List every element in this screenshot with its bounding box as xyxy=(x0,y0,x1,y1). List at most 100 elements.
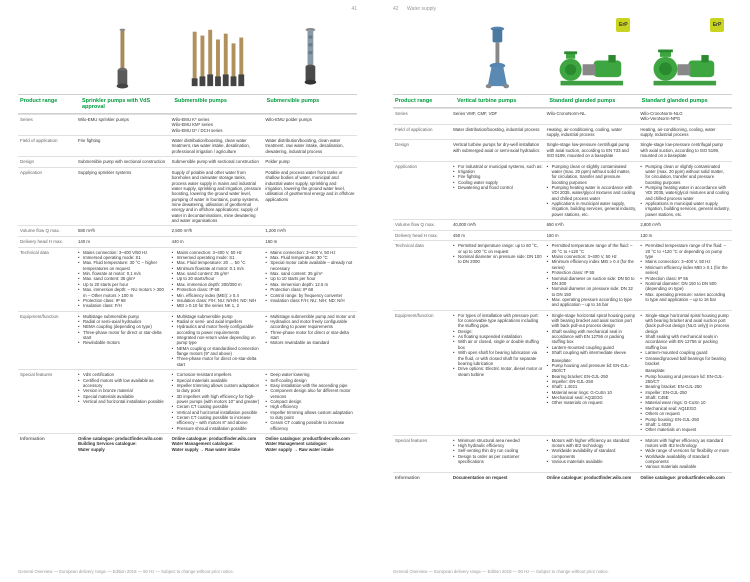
row-label: Technical data xyxy=(393,241,451,310)
row-label: Delivery head H max. xyxy=(18,237,76,248)
data-cell: 140 m xyxy=(76,237,170,248)
data-cell: Wilo-EMU sprinkler pumps xyxy=(76,115,170,136)
spread: 41 Product range Sprinkler pumps with Vd… xyxy=(0,0,750,582)
page-number-left: 41 xyxy=(351,6,357,12)
row-label: Volume flow Q max. xyxy=(18,226,76,237)
header-product-range: Product range xyxy=(18,95,80,113)
data-cell: Vertical turbine pumps for dry-well inst… xyxy=(451,140,545,161)
data-cell: Pumping clean or slightly contaminated w… xyxy=(638,161,732,220)
data-cell: Single-stage low-pressure centrifugal pu… xyxy=(638,140,732,161)
data-cell: Wilo-EMU K* seriesWilo-EMU KM* seriesWil… xyxy=(170,115,264,136)
data-table-right: SeriesSeries VMF, CMF, VDFWilo-CronoNorm… xyxy=(393,108,732,482)
row-label: Series xyxy=(393,109,451,125)
data-cell: For types of installation with pressure … xyxy=(451,310,545,435)
data-cell: Heating, air-conditioning, cooling, wate… xyxy=(545,124,639,140)
column-header-row-right: Product range Vertical turbine pumps Sta… xyxy=(393,94,732,108)
data-table-left: SeriesWilo-EMU sprinkler pumpsWilo-EMU K… xyxy=(18,114,357,454)
product-image-3 xyxy=(263,18,357,90)
page-left: 41 Product range Sprinkler pumps with Vd… xyxy=(0,0,375,582)
col-head-1: Sprinkler pumps with VdS approval xyxy=(80,95,172,113)
row-label: Special features xyxy=(393,435,451,472)
column-header-row-left: Product range Sprinkler pumps with VdS a… xyxy=(18,94,357,114)
row-label: Application xyxy=(18,167,76,226)
data-cell: Online catalogue: productfinder.wilo.com… xyxy=(263,434,357,455)
data-cell: Motors with higher efficiency as standar… xyxy=(545,435,639,472)
row-label: Field of application xyxy=(393,124,451,140)
data-cell: 2,500 m³/h xyxy=(170,226,264,237)
data-cell: Online catalogue: productfinder.wilo.com… xyxy=(170,434,264,455)
erp-badge: ErP xyxy=(710,18,724,32)
data-cell: Water distribution/boosting, industrial … xyxy=(451,124,545,140)
product-image-2 xyxy=(170,18,264,90)
row-label: Series xyxy=(18,115,76,136)
product-images-left xyxy=(18,18,357,90)
product-image-6: ErP xyxy=(638,18,732,90)
data-cell: Wilo-EMU polder pumps xyxy=(263,115,357,136)
data-cell: Deep water loweringSelf-cooling designEa… xyxy=(263,370,357,434)
col-head-r3: Standard glanded pumps xyxy=(640,95,732,107)
data-cell: Polder pump xyxy=(263,157,357,168)
data-cell: Permitted temperature range of the fluid… xyxy=(638,241,732,310)
col-head-2: Submersible pumps xyxy=(172,95,264,113)
data-cell: Potable and process water from tanks or … xyxy=(263,167,357,226)
data-cell: 160 m xyxy=(263,237,357,248)
data-cell: Multistage submersible pump and motor un… xyxy=(263,311,357,370)
row-label: Technical data xyxy=(18,247,76,311)
data-cell: Water distribution/boosting, clean water… xyxy=(170,136,264,157)
data-cell: 1,200 m³/h xyxy=(263,226,357,237)
row-label: Equipment/function xyxy=(18,311,76,370)
row-label: Field of application xyxy=(18,136,76,157)
data-cell: Online catalogue: productfinder.wilo.com xyxy=(545,472,639,482)
col-head-r1: Vertical turbine pumps xyxy=(455,95,547,107)
data-cell: Submersible pump with sectional construc… xyxy=(76,157,170,168)
data-cell: Single-stage horizontal spiral housing p… xyxy=(545,310,639,435)
data-cell: Permitted temperature range: up to 60 °C… xyxy=(451,241,545,310)
row-label: Information xyxy=(18,434,76,455)
data-cell: 650 m³/h xyxy=(545,220,639,231)
page-right: 42 Water supply ErP ErP Product range Ve… xyxy=(375,0,750,582)
data-cell: Wilo-CronoNorm-NL xyxy=(545,109,639,125)
data-cell: Online catalogue: productfinder.wilo.com xyxy=(638,472,732,482)
data-cell: Permitted temperature range of the fluid… xyxy=(545,241,639,310)
data-cell: Online catalogue: productfinder.wilo.com… xyxy=(76,434,170,455)
data-cell: Series VMF, CMF, VDF xyxy=(451,109,545,125)
data-cell: Fire fighting xyxy=(76,136,170,157)
product-image-1 xyxy=(76,18,170,90)
data-cell: 440 m xyxy=(170,237,264,248)
col-head-r2: Standard glanded pumps xyxy=(547,95,639,107)
data-cell: 450 m xyxy=(451,230,545,241)
row-label: Information xyxy=(393,472,451,482)
data-cell: Single-stage horizontal spiral housing p… xyxy=(638,310,732,435)
header-product-range-r: Product range xyxy=(393,95,455,107)
footer-right: General Overview — European delivery ran… xyxy=(393,569,732,574)
data-cell: Multistage submersible pumpRadial or sem… xyxy=(170,311,264,370)
product-images-right: ErP ErP xyxy=(393,18,732,90)
row-label: Delivery head H max. xyxy=(393,230,451,241)
data-cell: Minimum structural area neededHigh hydra… xyxy=(451,435,545,472)
erp-badge: ErP xyxy=(616,18,630,32)
data-cell: 580 m³/h xyxy=(76,226,170,237)
data-cell: Corrosion-resistant impellersSpecial mat… xyxy=(170,370,264,434)
data-cell: Supplying sprinkler systems xyxy=(76,167,170,226)
page-number-right: 42 xyxy=(393,6,399,12)
data-cell: 130 m xyxy=(638,230,732,241)
data-cell: 40,000 m³/h xyxy=(451,220,545,231)
data-cell: Multistage submersible pumpRadial or sem… xyxy=(76,311,170,370)
row-label: Equipment/function xyxy=(393,310,451,435)
product-image-5: ErP xyxy=(545,18,639,90)
data-cell: For industrial or municipal systems, suc… xyxy=(451,161,545,220)
data-cell: Submersible pump with sectional construc… xyxy=(170,157,264,168)
footer-left: General Overview — European delivery ran… xyxy=(18,569,357,574)
data-cell: Wilo-CronoNorm-NLGWilo-VeroNorm-NPG xyxy=(638,109,732,125)
data-cell: 150 m xyxy=(545,230,639,241)
page-category: Water supply xyxy=(407,6,436,12)
data-cell: Mains connection: 3~400 V/50 HzImmersed … xyxy=(76,247,170,311)
row-label: Special features xyxy=(18,370,76,434)
data-cell: Supply of potable and other water from b… xyxy=(170,167,264,226)
row-label: Volume flow Q max. xyxy=(393,220,451,231)
row-label: Design xyxy=(18,157,76,168)
data-cell: Water distribution/boosting, clean water… xyxy=(263,136,357,157)
data-cell: 2,800 m³/h xyxy=(638,220,732,231)
row-label: Design xyxy=(393,140,451,161)
row-label: Application xyxy=(393,161,451,220)
